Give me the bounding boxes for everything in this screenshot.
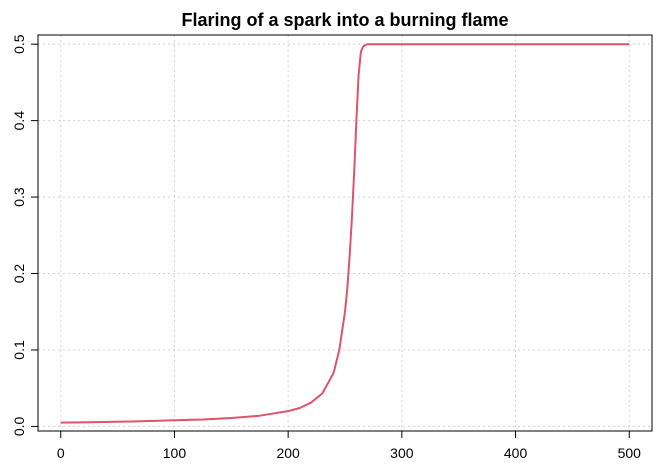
series-layer [60, 43, 630, 424]
x-tick-label: 100 [163, 445, 187, 461]
y-tick-label: 0.5 [11, 34, 27, 54]
y-tick-label: 0.2 [11, 264, 27, 284]
series-line [60, 43, 630, 424]
x-axis: 0 100 200 300 400 500 [57, 431, 641, 461]
y-axis: 0.0 0.1 0.2 0.3 0.4 0.5 [11, 34, 38, 436]
x-tick-label: 300 [390, 445, 414, 461]
grid-lines [38, 35, 652, 431]
x-tick-label: 400 [504, 445, 528, 461]
x-tick-label: 500 [618, 445, 642, 461]
y-tick-label: 0.4 [11, 111, 27, 131]
x-tick-label: 200 [276, 445, 300, 461]
chart-title: Flaring of a spark into a burning flame [181, 10, 508, 30]
x-tick-label: 0 [57, 445, 65, 461]
y-tick-label: 0.0 [11, 416, 27, 436]
y-tick-label: 0.1 [11, 340, 27, 360]
plot-frame [37, 34, 653, 432]
y-tick-label: 0.3 [11, 187, 27, 207]
